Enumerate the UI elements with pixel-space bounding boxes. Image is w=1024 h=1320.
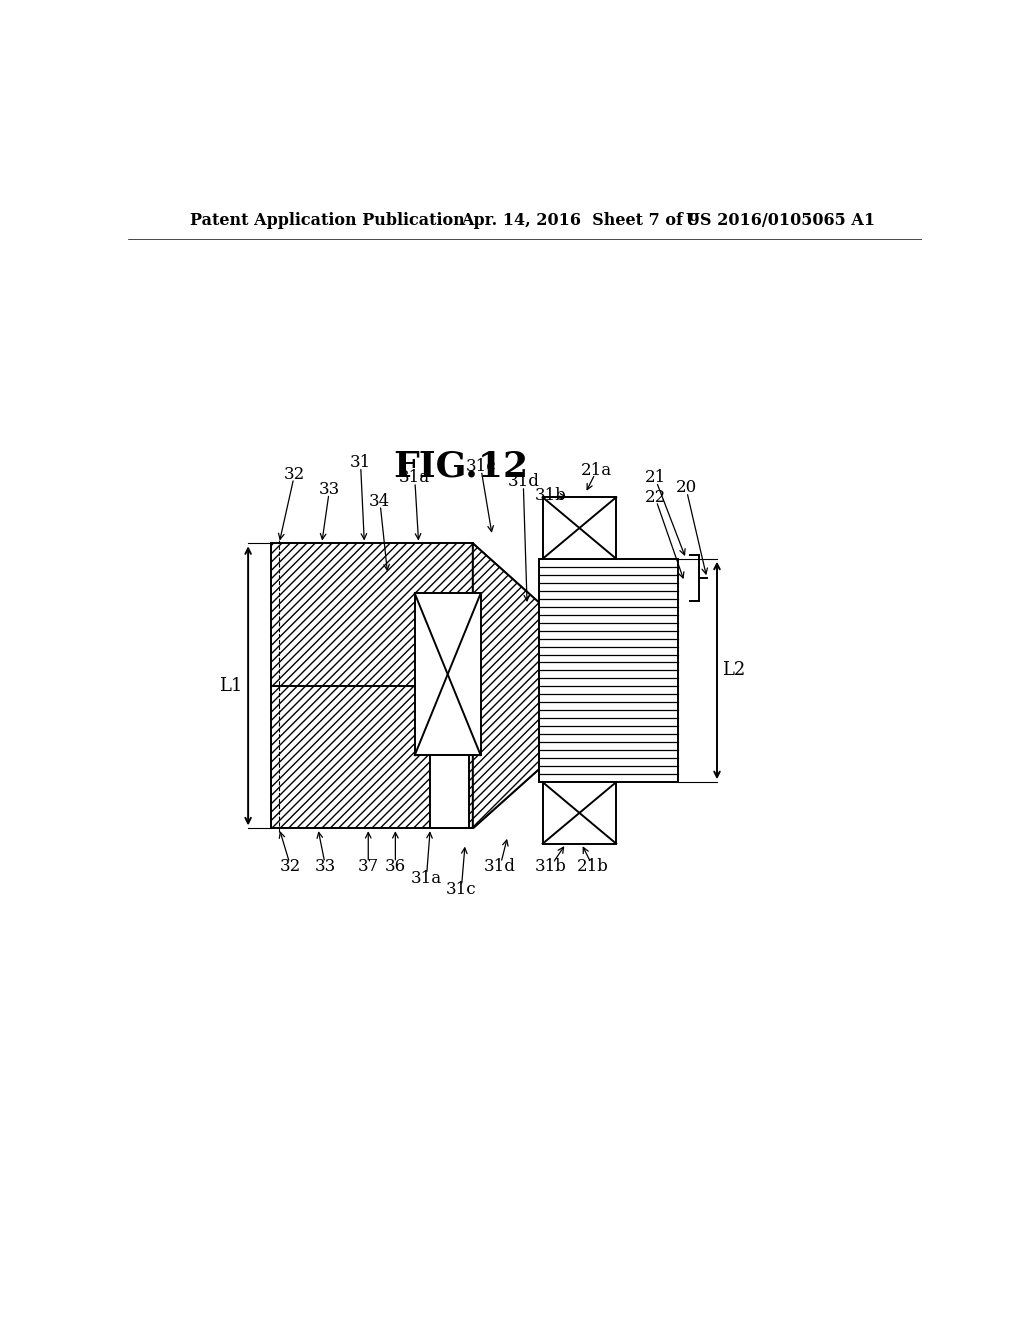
Polygon shape (473, 544, 550, 829)
Text: 32: 32 (284, 466, 305, 483)
Bar (415, 594, 480, 755)
Bar (543, 781, 616, 843)
Text: 21b: 21b (578, 858, 609, 875)
Text: 31c: 31c (445, 882, 476, 899)
Text: 31a: 31a (411, 870, 442, 887)
Text: 32: 32 (281, 858, 301, 875)
Text: 22: 22 (644, 488, 666, 506)
Text: US 2016/0105065 A1: US 2016/0105065 A1 (686, 211, 876, 228)
Text: 31a: 31a (399, 470, 430, 487)
Bar (430, 755, 469, 829)
Text: 21a: 21a (582, 462, 612, 479)
Text: 37: 37 (357, 858, 379, 875)
Text: 36: 36 (385, 858, 406, 875)
Text: 33: 33 (318, 480, 340, 498)
Text: 31d: 31d (507, 474, 540, 490)
Text: 33: 33 (315, 858, 336, 875)
Text: 31b: 31b (535, 487, 566, 504)
Text: 31c: 31c (465, 458, 496, 475)
Text: 31b: 31b (535, 858, 566, 875)
Text: Patent Application Publication: Patent Application Publication (190, 211, 465, 228)
Polygon shape (473, 544, 550, 829)
Bar (539, 558, 678, 781)
Text: 21: 21 (644, 470, 666, 487)
Bar (271, 544, 473, 829)
Bar (543, 498, 616, 558)
Text: Apr. 14, 2016  Sheet 7 of 9: Apr. 14, 2016 Sheet 7 of 9 (461, 211, 699, 228)
Text: L2: L2 (722, 661, 745, 680)
Text: FIG.12: FIG.12 (393, 449, 528, 483)
Text: 31d: 31d (484, 858, 516, 875)
Text: L1: L1 (219, 677, 243, 694)
Text: 31: 31 (350, 454, 371, 471)
Text: 34: 34 (370, 492, 390, 510)
Text: 20: 20 (676, 479, 696, 496)
